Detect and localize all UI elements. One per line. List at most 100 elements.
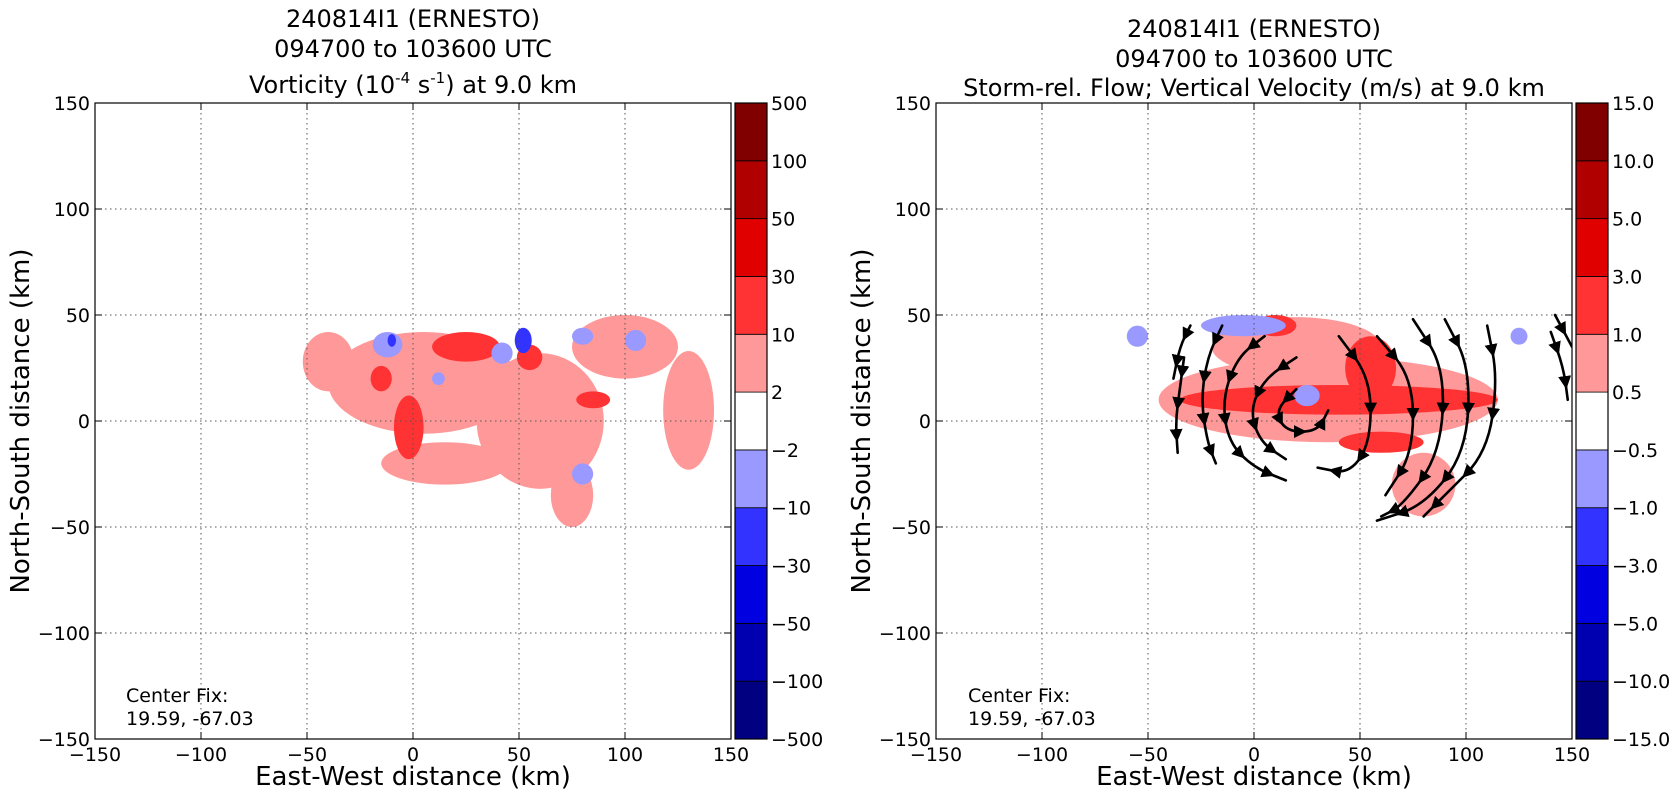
colorbar-tick-label: 10 bbox=[771, 324, 795, 346]
colorbar-tick-label: 1.0 bbox=[1612, 324, 1642, 346]
x-tick-label: 50 bbox=[507, 744, 531, 766]
field-region bbox=[1345, 336, 1397, 400]
axis-ticks: −150 −100 −50 0 50 100 150 −150 −100 −50 0 50 100 150 bbox=[38, 93, 749, 766]
colorbar-swatch bbox=[734, 507, 768, 566]
y-tick-label: 50 bbox=[66, 305, 90, 327]
y-tick-label: −100 bbox=[38, 623, 90, 645]
y-tick-label: 100 bbox=[895, 199, 931, 221]
y-axis-label: North-South distance (km) bbox=[6, 248, 36, 593]
streamline bbox=[1196, 324, 1224, 465]
x-tick-label: 150 bbox=[713, 744, 749, 766]
chart-title-line-3: Vorticity (10-4 s-1) at 9.0 km bbox=[249, 69, 577, 99]
grid-lines bbox=[95, 103, 731, 739]
colorbar-tick-label: −100 bbox=[771, 671, 823, 693]
chart-title-line-2: 094700 to 103600 UTC bbox=[1115, 45, 1393, 73]
chart-title-line-3: Storm-rel. Flow; Vertical Velocity (m/s)… bbox=[963, 74, 1545, 102]
streamline-arrow bbox=[1173, 399, 1184, 411]
colorbar-tick-label: 3.0 bbox=[1612, 266, 1642, 288]
storm-relative-streamlines bbox=[1169, 313, 1572, 522]
colorbar-swatch bbox=[734, 333, 768, 393]
vertical-velocity-panel: 240814I1 (ERNESTO) 094700 to 103600 UTC … bbox=[847, 15, 1670, 792]
field-region bbox=[1294, 384, 1320, 407]
y-axis-label: North-South distance (km) bbox=[847, 248, 877, 593]
colorbar-swatch bbox=[734, 218, 768, 277]
colorbar-tick-label: 5.0 bbox=[1612, 209, 1642, 231]
colorbar-tick-label: 30 bbox=[771, 266, 795, 288]
center-fix-value: 19.59, -67.03 bbox=[126, 708, 254, 730]
streamline-arrow bbox=[1296, 426, 1308, 437]
field-region bbox=[1126, 325, 1148, 347]
field-region bbox=[1510, 327, 1528, 345]
field-region bbox=[370, 365, 392, 392]
streamline bbox=[1548, 330, 1572, 402]
y-tick-label: −50 bbox=[50, 517, 90, 539]
colorbar-tick-label: 50 bbox=[771, 209, 795, 231]
colorbar-tick-label: 100 bbox=[771, 151, 807, 173]
field-region bbox=[393, 395, 424, 460]
x-tick-label: −50 bbox=[1128, 744, 1168, 766]
colorbar-tick-label: 500 bbox=[771, 93, 807, 115]
x-tick-label: 50 bbox=[1348, 744, 1372, 766]
field-region bbox=[387, 334, 397, 347]
streamline-arrow bbox=[1198, 414, 1209, 427]
colorbar-tick-label: −2 bbox=[771, 440, 799, 462]
y-tick-label: 0 bbox=[78, 411, 90, 433]
colorbar-tick-label: −30 bbox=[771, 556, 811, 578]
title-field-exponent-2: -1 bbox=[430, 69, 445, 87]
streamline bbox=[1271, 387, 1330, 439]
colorbar-swatch bbox=[1575, 218, 1609, 277]
field-region bbox=[625, 329, 647, 352]
field-region bbox=[432, 372, 445, 385]
colorbar-swatch bbox=[1575, 160, 1609, 220]
y-tick-label: 150 bbox=[54, 93, 90, 115]
colorbar-tick-label: −10 bbox=[771, 498, 811, 520]
x-tick-label: −150 bbox=[69, 744, 121, 766]
field-region bbox=[663, 351, 715, 470]
field-region bbox=[576, 391, 611, 409]
center-fix-label: Center Fix: bbox=[968, 685, 1070, 707]
title-field-suffix: ) at 9.0 km bbox=[445, 71, 577, 99]
streamline-arrow bbox=[1462, 466, 1474, 478]
chart-title-line-1: 240814I1 (ERNESTO) bbox=[286, 5, 540, 33]
x-axis-label: East-West distance (km) bbox=[1096, 762, 1412, 792]
streamline-arrow bbox=[1556, 323, 1567, 336]
chart-title-line-1: 240814I1 (ERNESTO) bbox=[1127, 15, 1381, 43]
colorbar-tick-label: −1.0 bbox=[1612, 498, 1658, 520]
colorbar: −500 −100 −50 −30 −10 −2 2 10 30 50 100 500 bbox=[734, 93, 823, 751]
x-axis-label: East-West distance (km) bbox=[255, 762, 571, 792]
field-region bbox=[572, 315, 678, 379]
field-region bbox=[491, 342, 513, 364]
colorbar-swatch bbox=[1575, 102, 1609, 162]
colorbar-swatch bbox=[1575, 391, 1609, 451]
colorbar-swatch bbox=[1575, 680, 1609, 740]
colorbar-tick-label: 10.0 bbox=[1612, 151, 1654, 173]
vorticity-panel: 240814I1 (ERNESTO) 094700 to 103600 UTC … bbox=[6, 5, 823, 792]
colorbar-swatch bbox=[734, 449, 768, 509]
y-tick-label: −100 bbox=[879, 623, 931, 645]
x-tick-label: −150 bbox=[910, 744, 962, 766]
colorbar-swatch bbox=[1575, 333, 1609, 393]
colorbar-tick-label: 2 bbox=[771, 382, 783, 404]
field-region bbox=[372, 331, 403, 358]
field-region bbox=[432, 331, 500, 362]
y-tick-label: −150 bbox=[38, 729, 90, 751]
colorbar-tick-label: −500 bbox=[771, 729, 823, 751]
colorbar-swatch bbox=[1575, 507, 1609, 566]
colorbar-swatch bbox=[734, 391, 768, 451]
colorbar-tick-label: −10.0 bbox=[1612, 671, 1670, 693]
streamline bbox=[1246, 356, 1298, 461]
colorbar-swatch bbox=[1575, 276, 1609, 335]
colorbar-frame bbox=[734, 102, 768, 740]
colorbar-tick-label: −15.0 bbox=[1612, 729, 1670, 751]
streamline-arrow bbox=[1172, 356, 1183, 368]
y-tick-label: 150 bbox=[895, 93, 931, 115]
colorbar-swatch bbox=[734, 622, 768, 682]
x-tick-label: 0 bbox=[1248, 744, 1260, 766]
center-fix-label: Center Fix: bbox=[126, 685, 228, 707]
streamline bbox=[1316, 334, 1378, 479]
x-tick-label: −100 bbox=[175, 744, 227, 766]
title-field-mid: s bbox=[410, 71, 430, 99]
field-region bbox=[302, 331, 354, 392]
streamline-arrow bbox=[1248, 419, 1259, 432]
